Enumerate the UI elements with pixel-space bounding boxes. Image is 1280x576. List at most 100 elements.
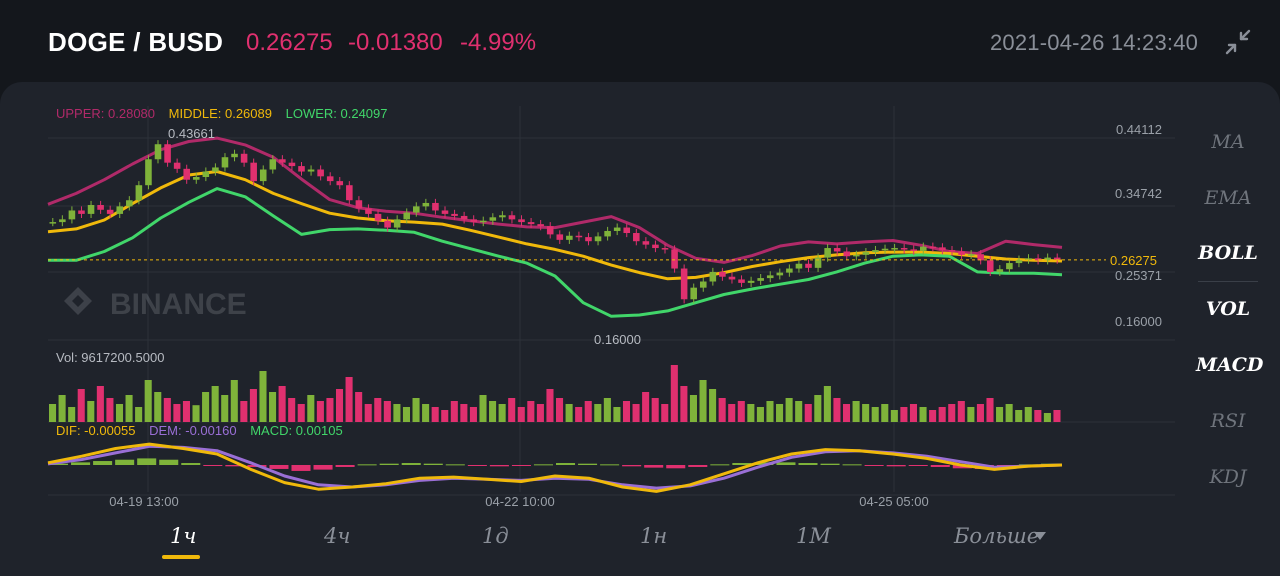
candle-body: [776, 272, 784, 276]
high-price-label: 0.43661: [168, 126, 215, 141]
volume-bar: [1053, 410, 1061, 422]
volume-bar: [412, 398, 420, 422]
volume-legend: Vol: 9617200.5000: [56, 350, 165, 365]
macd-histogram-bar: [754, 462, 774, 465]
macd-histogram-bar: [908, 465, 928, 466]
volume-bar: [288, 398, 296, 422]
macd-histogram-bar: [666, 465, 686, 469]
candle-body: [116, 206, 124, 214]
chevron-down-icon[interactable]: [1034, 532, 1046, 540]
indicator-rsi[interactable]: RSI: [1210, 410, 1246, 432]
macd-histogram-bar: [820, 463, 840, 465]
volume-bar: [871, 407, 879, 422]
candle-body: [958, 251, 965, 255]
timeframe-more[interactable]: Больше: [954, 524, 1040, 548]
volume-bar: [747, 404, 755, 422]
volume-bar: [1005, 404, 1013, 422]
volume-bar: [431, 407, 439, 422]
pair-title[interactable]: DOGE / BUSD: [48, 27, 224, 57]
timeframe-1h[interactable]: 1ч: [170, 524, 197, 548]
header: DOGE / BUSD 0.26275 -0.01380 -4.99% 2021…: [0, 0, 1280, 82]
indicator-vol[interactable]: VOL: [1205, 298, 1251, 320]
candle-body: [250, 162, 257, 182]
candle-body: [231, 153, 238, 158]
watermark-text: BINANCE: [110, 288, 247, 321]
current-datetime: 2021-04-26 14:23:40: [990, 30, 1199, 55]
macd-histogram-bar: [357, 464, 377, 466]
timeframe-1m[interactable]: 1М: [796, 524, 831, 548]
macd-dif-value: DIF: -0.00055: [56, 423, 136, 438]
candle-body: [977, 254, 984, 261]
candle-body: [365, 208, 372, 214]
volume-bar: [756, 407, 764, 422]
volume-bar: [919, 407, 927, 422]
volume-bar: [900, 407, 908, 422]
price-change: -0.01380: [348, 29, 443, 56]
volume-bar: [632, 404, 640, 422]
volume-bar: [938, 407, 946, 422]
volume-bar: [909, 404, 918, 422]
candle-body: [728, 276, 736, 280]
collapse-arrows-icon[interactable]: [1222, 26, 1254, 58]
volume-bar: [517, 407, 525, 422]
candle-body: [384, 220, 391, 228]
volume-bar: [852, 401, 860, 422]
price-chart[interactable]: BINANCE 0.44112 0.34742 0.25371 0.16000 0.262…: [0, 82, 1190, 512]
candle-body: [97, 205, 104, 210]
indicator-ema[interactable]: EMA: [1204, 187, 1252, 209]
volume-bar: [823, 386, 831, 422]
candle-body: [833, 248, 841, 252]
volume-bar: [479, 395, 487, 422]
volume-bar: [842, 404, 851, 422]
candle-body: [192, 177, 200, 180]
candle-body: [212, 167, 219, 172]
price-axis-label: 0.44112: [1116, 122, 1162, 137]
macd-histogram-bar: [489, 465, 509, 467]
candle-body: [432, 202, 439, 211]
price-axis-label: 0.34742: [1115, 186, 1162, 201]
boll-upper-line: [47, 136, 1063, 264]
volume-bar: [1043, 413, 1051, 422]
candle-body: [939, 247, 946, 251]
volume-bar: [737, 401, 745, 422]
last-price: 0.26275: [246, 29, 333, 56]
candle-body: [288, 162, 296, 167]
boll-upper-value: UPPER: 0.28080: [56, 106, 156, 121]
low-price-label: 0.16000: [594, 332, 641, 347]
indicator-ma[interactable]: MA: [1211, 131, 1245, 153]
timeframe-1w[interactable]: 1н: [640, 524, 668, 548]
volume-bar: [230, 380, 238, 422]
candle-body: [910, 249, 918, 251]
indicator-boll[interactable]: BOLL: [1198, 242, 1258, 264]
candle-body: [900, 248, 908, 250]
candle-body: [470, 219, 477, 223]
volume-bar: [536, 404, 544, 422]
candle-body: [489, 217, 497, 221]
volume-bar: [326, 398, 334, 422]
macd-histogram-bar: [688, 465, 708, 467]
timeframe-1d[interactable]: 1д: [482, 524, 509, 548]
candle-body: [757, 278, 764, 281]
macd-histogram-bar: [401, 463, 421, 465]
volume-bar: [240, 401, 248, 422]
candle-body: [719, 271, 726, 277]
volume-bar: [1034, 410, 1042, 422]
candle-body: [853, 254, 860, 257]
candle-body: [948, 250, 956, 252]
candle-body: [240, 153, 248, 163]
volume-bar: [795, 401, 803, 422]
macd-dem-value: DEM: -0.00160: [149, 423, 237, 438]
volume-bar: [374, 398, 382, 422]
candle-body: [460, 215, 468, 220]
volume-bar: [106, 398, 114, 422]
volume-bar: [565, 404, 573, 422]
time-axis-label: 04-22 10:00: [485, 494, 554, 509]
timeframe-4h[interactable]: 4ч: [324, 524, 351, 548]
candle-body: [661, 248, 669, 250]
candle-body: [527, 222, 535, 225]
indicator-macd[interactable]: MACD: [1196, 354, 1264, 376]
candle-body: [518, 219, 525, 223]
price-axis-label: 0.16000: [1115, 314, 1162, 329]
indicator-kdj[interactable]: KDJ: [1209, 466, 1247, 488]
macd-histogram-bar: [556, 463, 576, 465]
